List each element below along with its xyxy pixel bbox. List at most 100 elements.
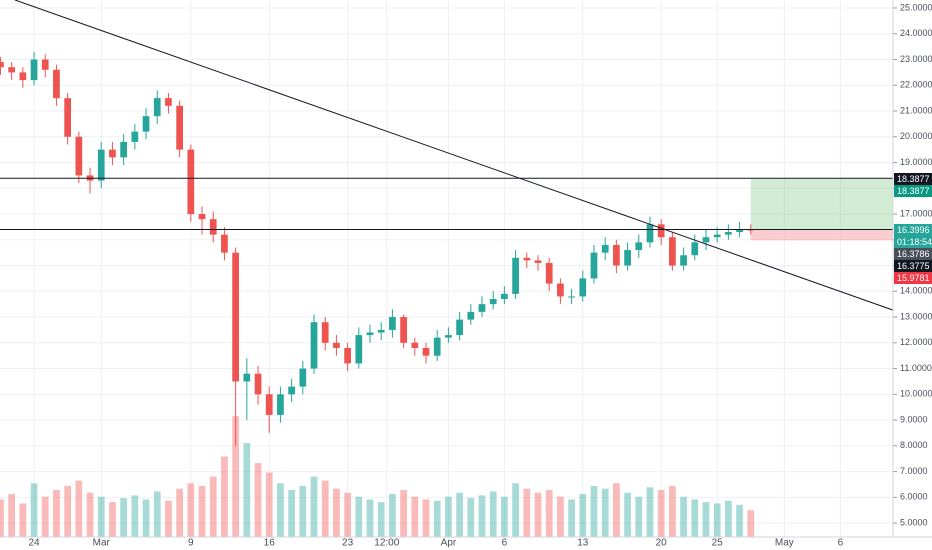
volume-bar bbox=[198, 485, 206, 537]
volume-bar bbox=[243, 443, 251, 537]
candle-body bbox=[299, 368, 307, 387]
volume-bar bbox=[400, 490, 407, 537]
candle-body bbox=[221, 234, 228, 253]
y-tick-label: 12.0000 bbox=[900, 337, 932, 347]
candle-body bbox=[53, 69, 60, 99]
candle-body bbox=[579, 278, 587, 297]
candle-body bbox=[310, 322, 318, 369]
candle-body bbox=[41, 59, 49, 70]
x-tick-label: 9 bbox=[188, 538, 194, 549]
y-tick-label: 7.0000 bbox=[900, 466, 928, 476]
y-tick-label: 20.0000 bbox=[900, 131, 932, 141]
x-tick-label: 6 bbox=[502, 538, 508, 549]
volume-bar bbox=[669, 485, 676, 537]
candle-body bbox=[478, 304, 486, 312]
candle-body bbox=[8, 67, 16, 73]
candle-body bbox=[243, 373, 251, 382]
price-label-box bbox=[894, 185, 932, 197]
x-tick-label: 13 bbox=[577, 538, 589, 549]
x-tick-label: 6 bbox=[838, 538, 844, 549]
volume-bar bbox=[97, 496, 105, 537]
volume-bar bbox=[265, 472, 273, 537]
candle-body bbox=[97, 149, 105, 181]
volume-bar bbox=[736, 504, 743, 537]
price-label: 16.3786 bbox=[897, 249, 930, 259]
y-tick-label: 10.0000 bbox=[900, 389, 932, 399]
volume-bar bbox=[187, 483, 195, 537]
candle-body bbox=[277, 394, 284, 415]
x-tick-label: Mar bbox=[93, 538, 111, 549]
candle-body bbox=[657, 224, 665, 238]
volume-bar bbox=[691, 499, 699, 537]
x-tick-label: 16 bbox=[264, 538, 276, 549]
volume-bar bbox=[747, 510, 755, 537]
volume-bar bbox=[232, 416, 239, 537]
price-label: 16.3775 bbox=[897, 261, 930, 271]
candle-body bbox=[109, 149, 116, 158]
price-label: 16.3996 bbox=[897, 225, 930, 235]
candle-body bbox=[624, 250, 631, 266]
volume-bar bbox=[86, 492, 94, 537]
x-tick-label: 23 bbox=[342, 538, 354, 549]
candle-body bbox=[702, 237, 710, 243]
price-label: 18.3877 bbox=[897, 174, 930, 184]
volume-bar bbox=[64, 485, 72, 537]
volume-bar bbox=[41, 496, 49, 537]
candle-body bbox=[557, 283, 564, 297]
candle-body bbox=[64, 98, 72, 137]
candle-body bbox=[713, 234, 721, 238]
price-label-box bbox=[894, 224, 932, 236]
volume-bar bbox=[344, 492, 351, 537]
volume-bar bbox=[355, 496, 363, 537]
candle-body bbox=[142, 116, 150, 132]
candle-body bbox=[0, 62, 4, 68]
volume-bar bbox=[501, 496, 508, 537]
candle-body bbox=[669, 237, 676, 266]
candle-body bbox=[680, 255, 687, 266]
candle-body bbox=[568, 296, 575, 298]
y-tick-label: 8.0000 bbox=[900, 440, 928, 450]
candle-body bbox=[165, 98, 172, 106]
candle-body bbox=[691, 242, 699, 256]
volume-bar bbox=[422, 499, 430, 537]
volume-bar bbox=[299, 485, 307, 537]
candle-body bbox=[523, 257, 531, 261]
candle-body bbox=[456, 319, 463, 336]
candle-body bbox=[321, 322, 329, 343]
price-label-box bbox=[894, 260, 932, 272]
candle-body bbox=[209, 219, 217, 235]
candle-body bbox=[19, 72, 27, 81]
volume-bar bbox=[613, 483, 620, 537]
candle-body bbox=[411, 342, 419, 348]
price-label: 01:18:54 bbox=[897, 237, 932, 247]
volume-bar bbox=[209, 476, 217, 537]
candle-body bbox=[512, 257, 519, 294]
candle-body bbox=[601, 244, 609, 253]
volume-bar bbox=[310, 476, 318, 537]
volume-bar bbox=[579, 494, 587, 537]
y-tick-label: 23.0000 bbox=[900, 54, 932, 64]
volume-bar bbox=[366, 499, 374, 537]
volume-bar bbox=[601, 488, 609, 537]
volume-bar bbox=[221, 456, 228, 537]
profit-zone bbox=[750, 178, 893, 230]
volume-bar bbox=[523, 488, 531, 537]
volume-bar bbox=[19, 503, 27, 537]
candle-body bbox=[333, 342, 340, 348]
candle-body bbox=[501, 293, 508, 300]
candle-body bbox=[725, 232, 732, 235]
volume-bar bbox=[489, 491, 497, 537]
volume-bar bbox=[0, 499, 4, 537]
x-tick-label: Apr bbox=[441, 538, 457, 549]
y-tick-label: 13.0000 bbox=[900, 311, 932, 321]
price-label-box bbox=[894, 236, 932, 248]
volume-bar bbox=[568, 499, 575, 537]
price-label-box bbox=[894, 248, 932, 260]
volume-bar bbox=[635, 496, 643, 537]
candle-body bbox=[355, 335, 363, 364]
price-label-box bbox=[894, 272, 932, 284]
volume-bar bbox=[120, 498, 127, 537]
volume-bar bbox=[333, 488, 340, 537]
volume-bar bbox=[467, 498, 475, 537]
volume-bar bbox=[646, 487, 654, 537]
